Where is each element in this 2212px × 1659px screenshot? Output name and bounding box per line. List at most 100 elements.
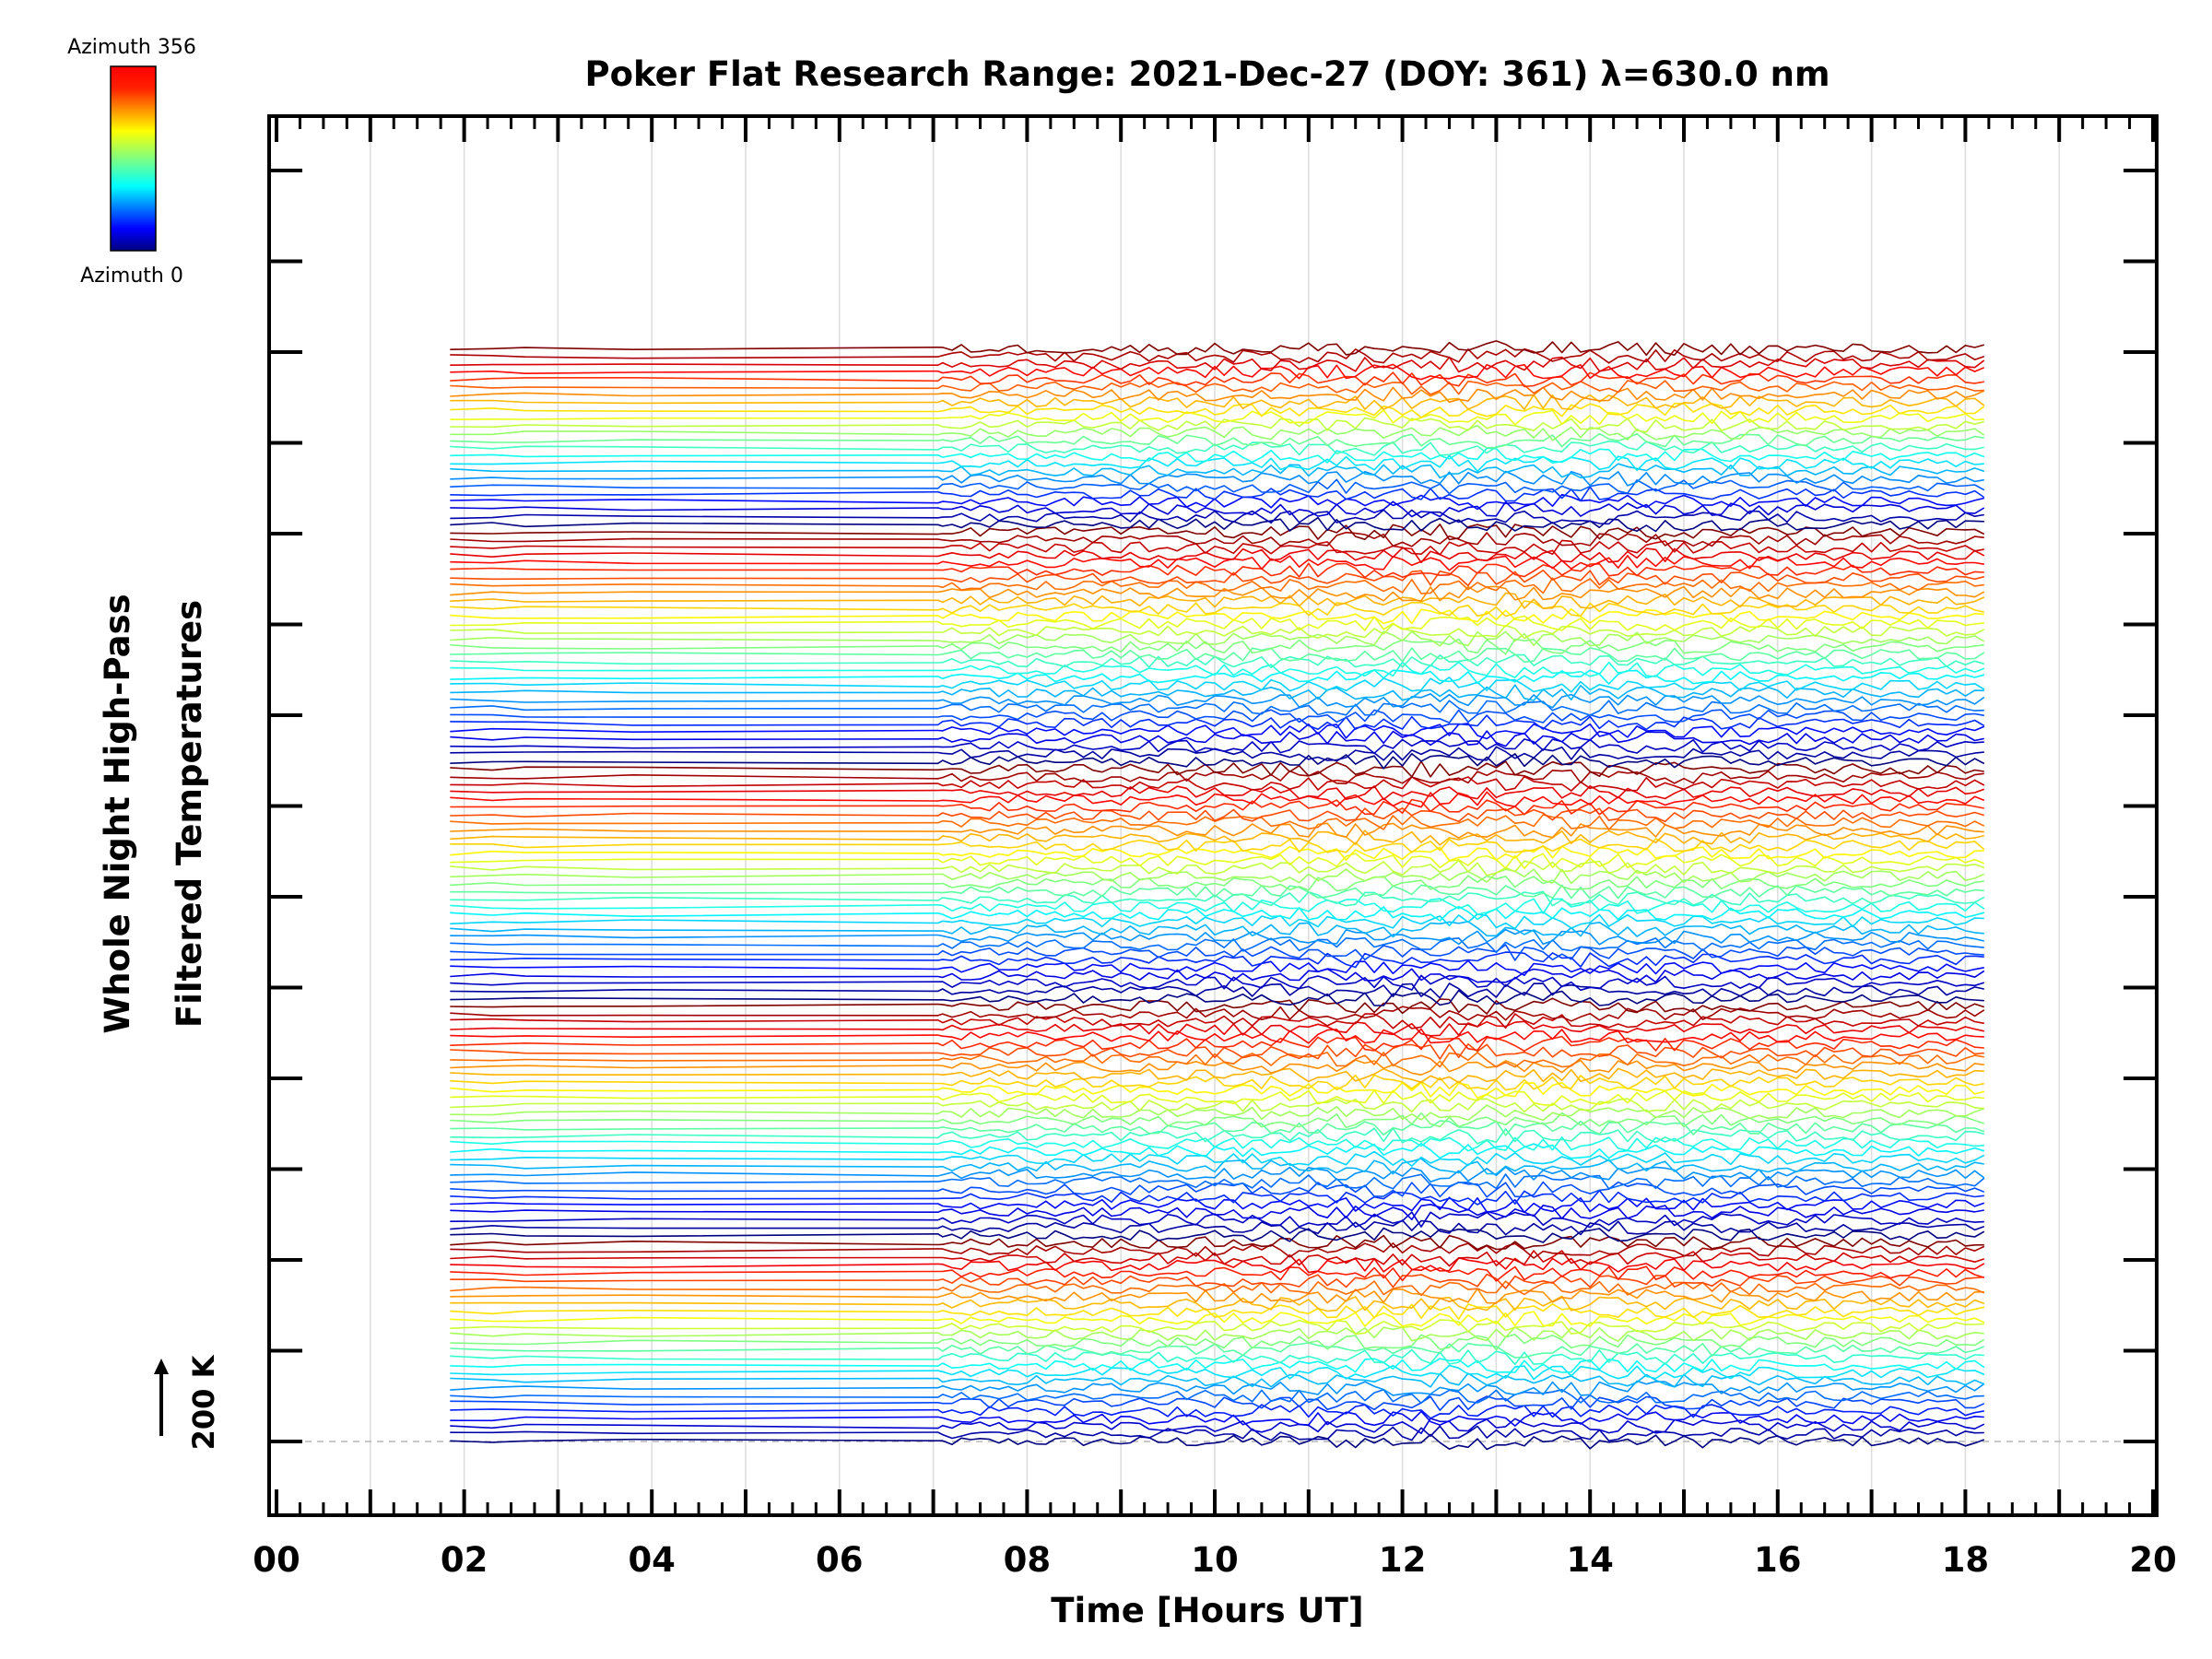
series-line <box>450 1425 1984 1441</box>
series-line <box>450 1433 1985 1451</box>
series-line <box>450 1326 1984 1342</box>
series-line <box>450 814 1985 830</box>
x-tick-label: 18 <box>1942 1540 1990 1580</box>
series-line <box>450 928 1984 946</box>
series-line <box>450 1380 1985 1396</box>
series-line <box>450 1006 1985 1022</box>
series-line <box>450 1059 1984 1076</box>
series-line <box>450 1250 1985 1267</box>
colorbar: Azimuth 356 Azimuth 0 <box>67 36 196 288</box>
series-line <box>450 1388 1984 1405</box>
series-line <box>450 380 1984 395</box>
x-tick-label: 16 <box>1754 1540 1802 1580</box>
series-line <box>450 1273 1984 1289</box>
series-line <box>450 1211 1984 1229</box>
series-line <box>450 1052 1984 1068</box>
x-tick-label: 12 <box>1379 1540 1427 1580</box>
series-line <box>450 838 1985 853</box>
series-line <box>450 1189 1984 1206</box>
series-line <box>450 709 1984 724</box>
series-line <box>450 760 1984 778</box>
series-line <box>450 1020 1984 1037</box>
series-line <box>450 989 1984 1006</box>
x-grid <box>370 116 2060 1515</box>
series-line <box>450 1295 1985 1312</box>
series-line <box>450 775 1985 792</box>
series-line <box>450 822 1984 840</box>
y-axis-label-line2: Filtered Temperatures <box>170 600 209 1028</box>
series-line <box>450 440 1984 456</box>
series-line <box>450 409 1984 426</box>
series-line <box>450 1127 1984 1145</box>
series-line <box>450 1136 1984 1152</box>
series-line <box>450 1074 1984 1091</box>
series-line <box>450 784 1985 801</box>
colorbar-gradient <box>110 65 157 252</box>
series-line <box>450 959 1984 976</box>
series-line <box>450 1418 1985 1434</box>
series-line <box>450 1410 1984 1427</box>
series-line <box>450 500 1985 518</box>
y-axis-label: Whole Night High-Pass Filtered Temperatu… <box>98 594 209 1033</box>
series-line <box>450 340 1985 357</box>
series-line <box>450 569 1984 587</box>
series-line <box>450 693 1985 709</box>
series-line <box>450 752 1985 770</box>
series-line <box>450 1288 1984 1304</box>
series-line <box>450 600 1984 618</box>
series-line <box>450 1166 1985 1182</box>
series-line <box>450 884 1984 900</box>
series-line <box>450 1112 1985 1129</box>
series-line <box>450 478 1985 495</box>
series-line <box>450 859 1985 877</box>
series-line <box>450 921 1984 938</box>
y-axis-label-line1: Whole Night High-Pass <box>98 594 137 1033</box>
x-tick-label: 02 <box>441 1540 488 1580</box>
series-line <box>450 669 1985 685</box>
series-line <box>450 615 1984 631</box>
series-line <box>450 1234 1984 1251</box>
series-line <box>450 661 1985 678</box>
series-line <box>450 516 1984 533</box>
series-line <box>450 997 1985 1015</box>
series-line <box>450 769 1984 785</box>
series-line <box>450 432 1984 449</box>
colorbar-top-label: Azimuth 356 <box>67 36 196 59</box>
series-line <box>450 1042 1984 1060</box>
series-line <box>450 1035 1984 1053</box>
x-tick-label: 00 <box>253 1540 300 1580</box>
colorbar-bottom-label: Azimuth 0 <box>80 265 183 288</box>
series-line <box>450 1028 1984 1044</box>
series-line <box>450 356 1985 373</box>
series-line <box>450 592 1985 610</box>
series-line <box>450 1319 1984 1335</box>
series-line <box>450 830 1984 846</box>
series-line <box>450 509 1984 525</box>
series-lines <box>450 340 1985 1451</box>
series-line <box>450 523 1985 541</box>
series-line <box>450 638 1984 655</box>
series-line <box>450 463 1985 479</box>
series-line <box>450 853 1985 870</box>
series-line <box>450 562 1984 579</box>
series-line <box>450 905 1985 922</box>
series-line <box>450 1395 1985 1411</box>
series-line <box>450 1311 1985 1327</box>
series-line <box>450 531 1984 547</box>
series-line <box>450 607 1984 625</box>
series-line <box>450 653 1985 669</box>
series-line <box>450 1181 1985 1198</box>
scale-label: 200 K <box>186 1354 221 1450</box>
series-line <box>450 547 1985 564</box>
series-line <box>450 630 1985 647</box>
series-line <box>450 936 1984 954</box>
series-line <box>450 647 1985 664</box>
series-line <box>450 1257 1985 1274</box>
series-line <box>450 844 1984 862</box>
series-line <box>450 1265 1985 1282</box>
series-line <box>450 486 1985 502</box>
series-line <box>450 1364 1985 1381</box>
series-line <box>450 363 1985 381</box>
series-line <box>450 1280 1985 1297</box>
